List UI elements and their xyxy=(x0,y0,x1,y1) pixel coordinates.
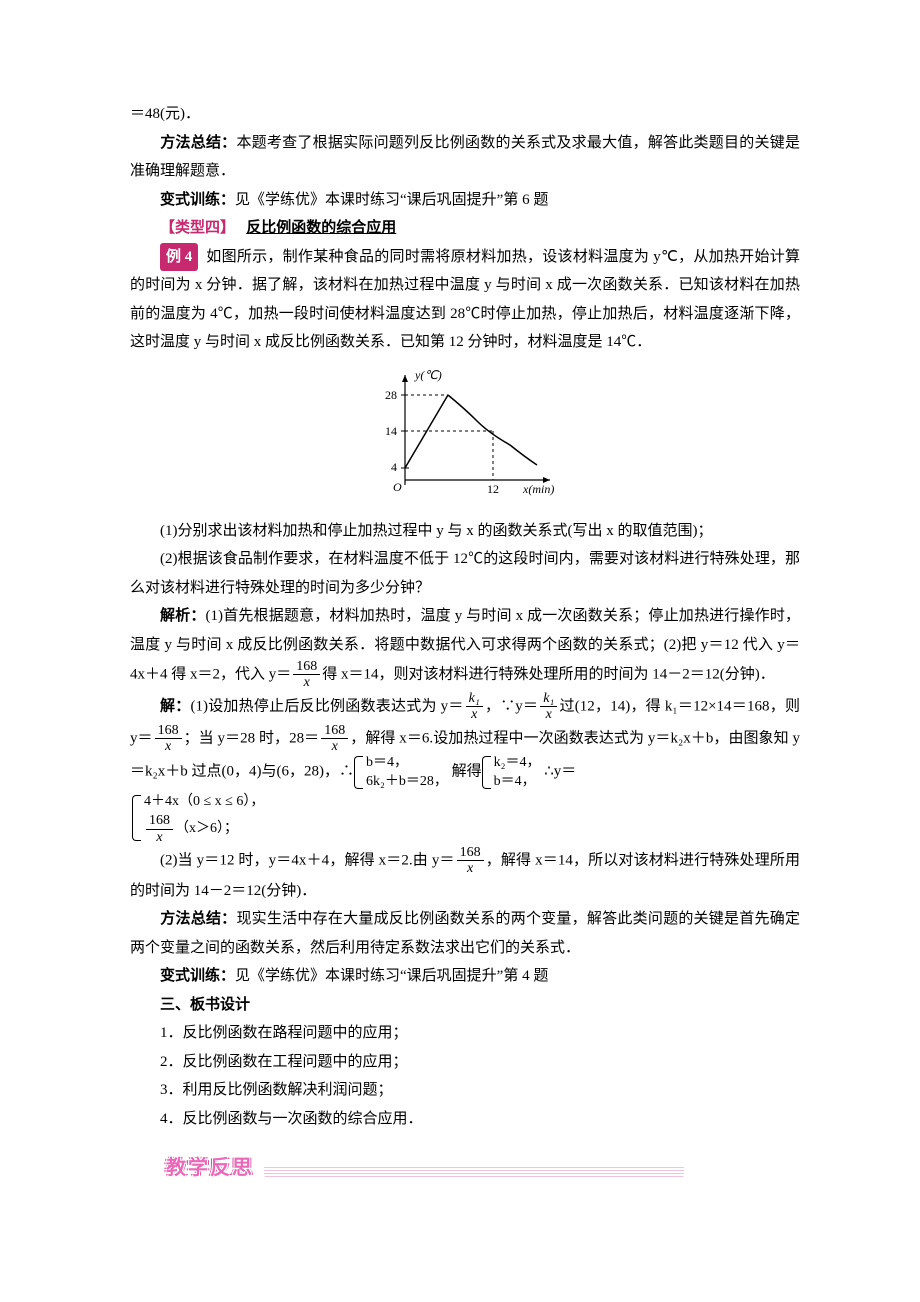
board-item-2: 2．反比例函数在工程问题中的应用； xyxy=(130,1048,800,1077)
analysis-text-b: 得 x＝14，则对该材料进行特殊处理所用的时间为 14－2＝12(分钟)． xyxy=(322,666,775,682)
reflection-label: 教学反思 xyxy=(160,1147,260,1189)
answer-continuation: ＝48(元)． xyxy=(130,100,800,129)
method-label: 方法总结： xyxy=(160,135,236,151)
frac-168-x-d: 168x xyxy=(457,845,484,877)
origin-label: O xyxy=(393,480,402,494)
board-header: 三、板书设计 xyxy=(130,991,800,1020)
brace-system-1: b＝4，6k₂＋b＝28， xyxy=(354,754,448,790)
variant-training-1: 变式训练：见《学练优》本课时练习“课后巩固提升”第 6 题 xyxy=(130,186,800,215)
temperature-chart: y(℃) x(min) O 28 14 4 12 xyxy=(365,365,565,505)
sol-1a: (1)设加热停止后反比例函数表达式为 y＝ xyxy=(190,698,463,714)
piecewise-line-1: 4＋4x（0 ≤ x ≤ 6）， xyxy=(144,791,800,813)
variant-text-2: 见《学练优》本课时练习“课后巩固提升”第 4 题 xyxy=(235,968,548,984)
type-4-title: 反比例函数的综合应用 xyxy=(246,220,396,236)
reflection-line xyxy=(264,1165,684,1177)
sol-2a: (2)当 y＝12 时，y＝4x＋4，解得 x＝2.由 y＝ xyxy=(160,852,455,868)
board-item-1: 1．反比例函数在路程问题中的应用； xyxy=(130,1019,800,1048)
frac-k1-x-a: k₁x xyxy=(466,691,483,723)
xtick-12: 12 xyxy=(487,482,499,496)
sol-1g: ∴y＝ xyxy=(544,764,576,780)
ytick-14: 14 xyxy=(385,424,397,438)
problem-text: 如图所示，制作某种食品的同时需将原材料加热，设该材料温度为 y℃，从加热开始计算… xyxy=(130,249,800,351)
ytick-4: 4 xyxy=(391,460,397,474)
frac-k1-x-b: k₁x xyxy=(540,691,557,723)
type-4-header: 【类型四】 xyxy=(160,220,235,236)
solution-part2: (2)当 y＝12 时，y＝4x＋4，解得 x＝2.由 y＝168x，解得 x＝… xyxy=(130,845,800,905)
type-4-header-row: 【类型四】 反比例函数的综合应用 xyxy=(130,214,800,243)
piecewise-function: 4＋4x（0 ≤ x ≤ 6）， 168x（x＞6）； xyxy=(130,791,800,845)
board-item-4: 4．反比例函数与一次函数的综合应用． xyxy=(130,1105,800,1134)
method-summary-1: 方法总结：本题考查了根据实际问题列反比例函数的关系式及求最大值，解答此类题目的关… xyxy=(130,129,800,186)
solution-label: 解： xyxy=(160,698,190,714)
analysis-block: 解析：(1)首先根据题意，材料加热时，温度 y 与时间 x 成一次函数关系；停止… xyxy=(130,602,800,691)
frac-168-x: 168x xyxy=(293,659,320,691)
solution-part1: 解：(1)设加热停止后反比例函数表达式为 y＝k₁x，∵y＝k₁x过(12，14… xyxy=(130,691,800,791)
chart-figure: y(℃) x(min) O 28 14 4 12 xyxy=(130,365,800,505)
example-tag: 例 4 xyxy=(160,243,198,272)
method-summary-2: 方法总结：现实生活中存在大量成反比例函数关系的两个变量，解答此类问题的关键是首先… xyxy=(130,905,800,962)
sol-1f: 解得 xyxy=(452,764,482,780)
brace-system-2: k₂＝4，b＝4， xyxy=(482,754,541,790)
question-2: (2)根据该食品制作要求，在材料温度不低于 12℃的这段时间内，需要对该材料进行… xyxy=(130,545,800,602)
piecewise-line-2: 168x（x＞6）； xyxy=(144,813,800,845)
sol-1b: ，∵y＝ xyxy=(485,698,538,714)
ytick-28: 28 xyxy=(385,388,397,402)
y-axis-label: y(℃) xyxy=(414,368,442,382)
variant-training-2: 变式训练：见《学练优》本课时练习“课后巩固提升”第 4 题 xyxy=(130,962,800,991)
variant-label-2: 变式训练： xyxy=(160,968,235,984)
sol-1d: ；当 y＝28 时，28＝ xyxy=(184,730,320,746)
board-item-3: 3．利用反比例函数解决利润问题； xyxy=(130,1076,800,1105)
x-axis-label: x(min) xyxy=(522,482,554,496)
variant-label: 变式训练： xyxy=(160,192,235,208)
method-label-2: 方法总结： xyxy=(160,911,236,927)
analysis-label: 解析： xyxy=(160,608,206,624)
frac-168-x-c: 168x xyxy=(321,723,348,755)
question-1: (1)分别求出该材料加热和停止加热过程中 y 与 x 的函数关系式(写出 x 的… xyxy=(130,517,800,546)
example-4-problem: 例 4 如图所示，制作某种食品的同时需将原材料加热，设该材料温度为 y℃，从加热… xyxy=(130,243,800,357)
variant-text: 见《学练优》本课时练习“课后巩固提升”第 6 题 xyxy=(235,192,548,208)
teaching-reflection-banner: 教学反思 xyxy=(160,1147,800,1189)
frac-168-x-b: 168x xyxy=(155,723,182,755)
